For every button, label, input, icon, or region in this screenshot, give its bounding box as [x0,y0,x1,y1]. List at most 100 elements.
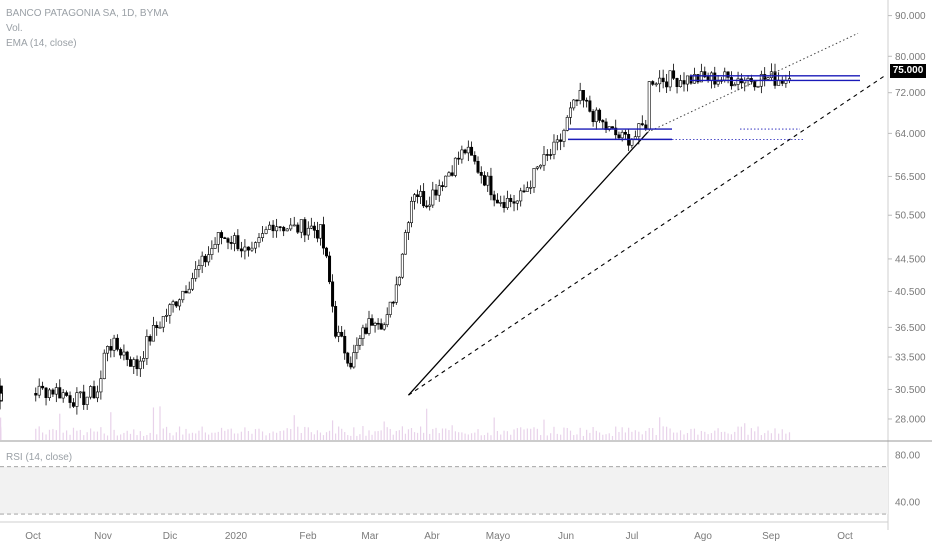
candle-body-82 [275,226,279,232]
candle-body-139 [453,157,457,176]
candle-body-176 [575,99,579,102]
volume-bar-227 [747,434,749,440]
y-tick-label-7: 40.500 [895,287,926,298]
candle-body-129 [422,191,426,207]
last-price-tag: 75.000 [890,64,926,78]
volume-bar-208 [683,434,685,440]
volume-bar-202 [662,426,664,440]
x-tick-label-2: Dic [163,531,177,542]
volume-bar-40 [136,435,138,440]
volume-bar-168 [550,433,552,440]
candle-body-49 [165,314,169,317]
volume-bar-21 [72,427,75,440]
volume-bar-77 [258,428,260,440]
candle-body-106 [352,352,356,368]
volume-bar-128 [419,426,422,440]
volume-bar-65 [217,431,219,440]
volume-bar-215 [707,434,709,440]
volume-bar-53 [178,426,181,440]
candle-body-96 [321,224,325,249]
candle-body-38 [128,359,132,367]
volume-bar-239 [788,432,791,440]
volume-bar-148 [483,435,486,440]
candle-body-95 [318,224,322,239]
candle-body-60 [200,255,204,266]
volume-bar-147 [480,435,482,440]
candle-body-127 [416,194,420,198]
candle-body-58 [194,269,198,279]
x-tick-label-10: Ago [694,531,712,542]
volume-bar-116 [383,421,385,440]
candle-body-39 [132,359,136,367]
volume-bar-59 [198,430,200,440]
volume-bar-109 [362,426,364,440]
candle-body-53 [178,299,182,307]
candle-body-223 [733,84,737,87]
candle-body-91 [306,227,310,236]
volume-bar-38 [129,433,132,440]
volume-bar-107 [356,435,358,440]
candle-body-154 [502,202,506,209]
volume-bar-29 [100,427,102,440]
volume-bar-112 [371,434,373,440]
candle-body-43 [145,336,149,359]
volume-bar-13 [45,434,47,440]
candle-body-24 [82,391,86,405]
volume-bar-106 [353,427,355,440]
candle-body-204 [668,70,672,88]
volume-bar-11 [38,426,40,440]
volume-bar-135 [441,428,444,440]
candle-body-174 [568,107,572,118]
candle-body-141 [460,149,464,160]
volume-bar-81 [272,431,274,440]
candle-body-16 [54,387,58,395]
volume-bar-25 [86,432,88,440]
candle-body-135 [440,185,444,187]
volume-bar-211 [693,428,696,440]
volume-bar-96 [322,435,325,440]
volume-bar-69 [230,428,232,440]
volume-bar-97 [325,432,328,440]
candle-body-8 [0,385,3,391]
volume-bar-46 [156,434,158,440]
volume-bar-167 [546,435,548,440]
volume-bar-66 [220,427,223,440]
volume-bar-194 [634,430,636,440]
volume-bar-175 [573,435,575,440]
candle-body-136 [444,175,448,187]
candle-body-47 [158,326,162,329]
volume-bar-22 [76,430,78,440]
candle-body-111 [367,318,371,334]
candle-body-181 [591,111,595,123]
candle-body-116 [382,324,386,330]
candle-body-69 [229,242,233,244]
volume-bar-61 [204,432,206,440]
candle-body-213 [699,71,703,83]
volume-bar-129 [423,432,425,440]
volume-bar-153 [500,434,502,440]
candle-body-34 [115,337,119,350]
candle-body-71 [236,235,240,250]
candle-body-68 [226,238,230,243]
volume-bar-101 [338,426,340,440]
candle-body-179 [585,99,589,102]
candle-body-196 [640,123,644,126]
volume-bar-146 [477,429,479,440]
volume-bar-230 [757,426,759,440]
candle-body-21 [71,402,75,407]
volume-bar-37 [126,430,128,440]
volume-bar-67 [224,430,226,440]
candle-body-73 [243,246,247,252]
volume-bar-235 [774,428,776,440]
volume-bar-51 [172,435,174,440]
candle-body-232 [763,74,767,80]
volume-bar-24 [83,435,85,440]
candle-body-133 [434,189,438,196]
volume-bar-119 [392,434,394,440]
volume-bar-42 [143,435,145,440]
candle-body-62 [207,254,211,263]
volume-bar-161 [526,428,528,440]
volume-bar-127 [416,432,419,440]
